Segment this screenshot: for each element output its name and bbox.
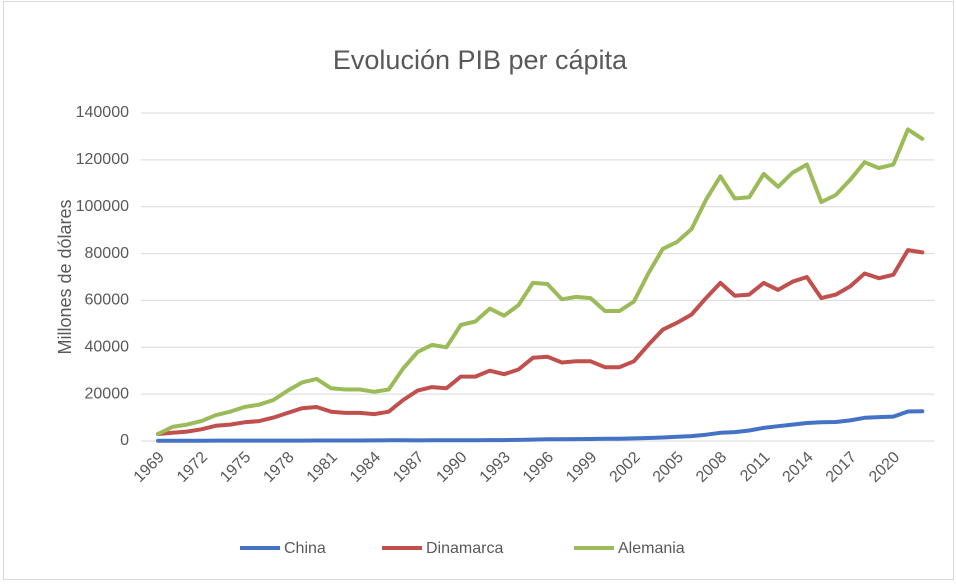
y-axis-label: Millones de dólares <box>55 199 75 354</box>
chart-border <box>3 1 954 580</box>
y-tick-label: 120000 <box>76 151 129 168</box>
line-series <box>156 248 925 436</box>
legend-label: China <box>284 540 326 557</box>
line-series <box>156 409 925 443</box>
y-tick-label: 60000 <box>85 292 130 309</box>
line-series <box>156 127 925 436</box>
y-tick-label: 80000 <box>85 245 130 262</box>
y-tick-label: 100000 <box>76 198 129 215</box>
y-tick-label: 40000 <box>85 339 130 356</box>
y-tick-label: 140000 <box>76 104 129 121</box>
legend-label: Dinamarca <box>426 540 503 557</box>
chart-title: Evolución PIB per cápita <box>333 45 628 75</box>
y-tick-label: 20000 <box>85 385 130 402</box>
y-tick-label: 0 <box>120 432 129 449</box>
legend-label: Alemania <box>618 540 685 557</box>
